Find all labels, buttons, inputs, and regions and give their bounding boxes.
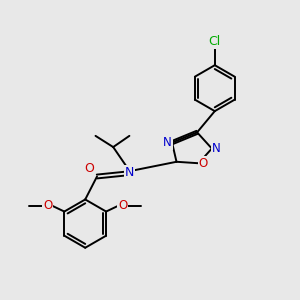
Text: O: O [84,162,94,175]
Text: N: N [125,166,134,178]
Text: O: O [199,157,208,170]
Text: Cl: Cl [209,34,221,48]
Text: N: N [212,142,221,155]
Text: O: O [43,199,52,212]
Text: O: O [118,199,127,212]
Text: N: N [163,136,172,149]
